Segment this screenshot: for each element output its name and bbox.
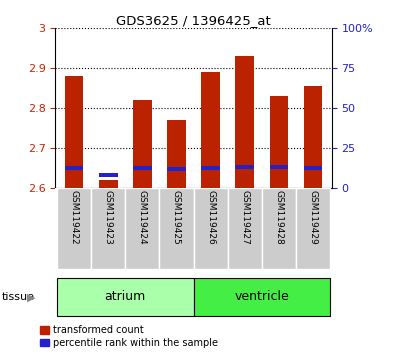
Bar bbox=[304, 86, 322, 188]
Text: GSM119428: GSM119428 bbox=[275, 190, 283, 245]
Text: ventricle: ventricle bbox=[235, 290, 289, 303]
Bar bbox=[91, 188, 125, 269]
Bar bbox=[160, 188, 194, 269]
Bar bbox=[133, 100, 152, 188]
Text: GSM119427: GSM119427 bbox=[240, 190, 249, 245]
Text: GSM119425: GSM119425 bbox=[172, 190, 181, 245]
Bar bbox=[269, 96, 288, 188]
Bar bbox=[194, 188, 228, 269]
Legend: transformed count, percentile rank within the sample: transformed count, percentile rank withi… bbox=[40, 325, 218, 348]
Bar bbox=[304, 166, 322, 170]
Bar bbox=[235, 165, 254, 169]
Bar bbox=[296, 188, 330, 269]
Bar bbox=[201, 72, 220, 188]
Bar bbox=[201, 166, 220, 170]
Text: GSM119423: GSM119423 bbox=[104, 190, 113, 245]
Bar bbox=[57, 278, 194, 316]
Text: ▶: ▶ bbox=[27, 292, 36, 302]
Bar bbox=[133, 166, 152, 170]
Text: tissue: tissue bbox=[2, 292, 35, 302]
Text: GSM119424: GSM119424 bbox=[138, 190, 147, 245]
Bar bbox=[125, 188, 160, 269]
Bar bbox=[167, 120, 186, 188]
Bar bbox=[269, 165, 288, 169]
Bar bbox=[167, 167, 186, 171]
Bar bbox=[99, 173, 118, 177]
Bar bbox=[262, 188, 296, 269]
Text: GSM119426: GSM119426 bbox=[206, 190, 215, 245]
Bar bbox=[99, 180, 118, 188]
Bar bbox=[65, 76, 83, 188]
Bar bbox=[65, 166, 83, 170]
Bar bbox=[235, 56, 254, 188]
Text: atrium: atrium bbox=[105, 290, 146, 303]
Bar bbox=[57, 188, 91, 269]
Text: GSM119429: GSM119429 bbox=[308, 190, 318, 245]
Title: GDS3625 / 1396425_at: GDS3625 / 1396425_at bbox=[116, 14, 271, 27]
Text: GSM119422: GSM119422 bbox=[70, 190, 79, 245]
Bar bbox=[194, 278, 330, 316]
Bar bbox=[228, 188, 262, 269]
